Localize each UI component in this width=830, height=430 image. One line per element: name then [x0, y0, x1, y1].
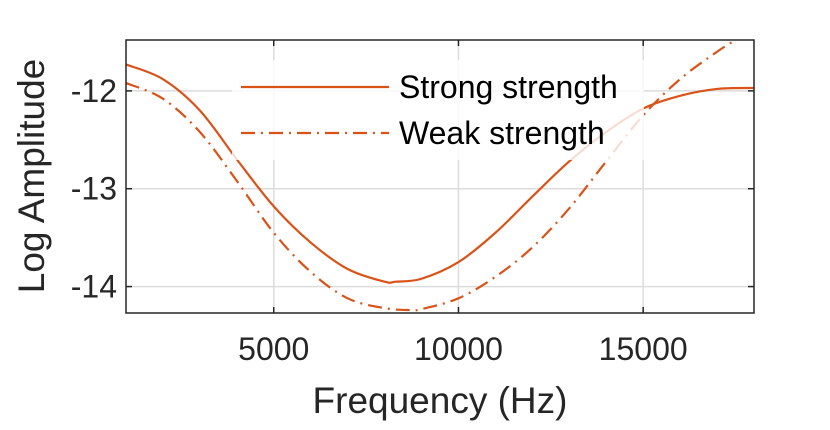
y-tick-label: -13 [71, 171, 117, 207]
x-tick-label: 5000 [238, 331, 309, 367]
legend-label: Weak strength [399, 115, 605, 151]
x-axis-label: Frequency (Hz) [313, 380, 568, 421]
y-axis-label: Log Amplitude [11, 59, 52, 294]
series-line-weak [126, 40, 737, 312]
axes-box [125, 39, 755, 314]
legend: Strong strength Weak strength [232, 60, 644, 160]
x-tick-label: 15000 [599, 331, 688, 367]
y-tick-label: -14 [71, 269, 117, 305]
y-tick-label: -12 [71, 73, 117, 109]
ticks: 5000 10000 15000 -12 -13 -14 [71, 40, 754, 367]
x-tick-label: 10000 [414, 331, 503, 367]
legend-label: Strong strength [399, 69, 618, 105]
legend-box [232, 60, 644, 160]
